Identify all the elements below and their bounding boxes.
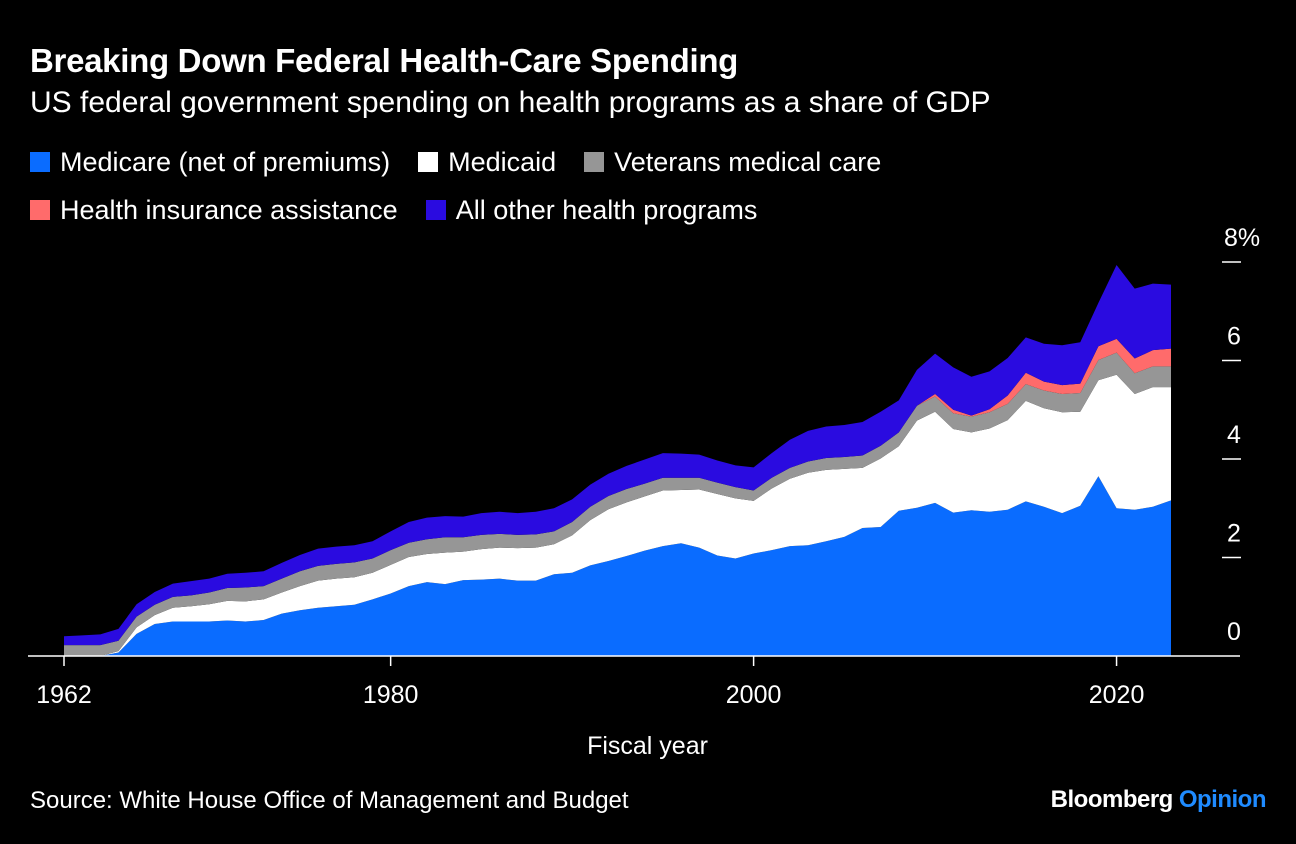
y-tick-label-3: 6: [1227, 323, 1241, 351]
brand-name: Bloomberg: [1050, 786, 1174, 813]
legend-swatch-medicare: [30, 152, 50, 172]
area-series-2: [64, 352, 1171, 656]
legend-swatch-veterans: [584, 152, 605, 172]
x-tick-label-3: 2020: [1089, 681, 1145, 709]
y-tick-label-4: 8%: [1224, 224, 1260, 252]
axes: 1962 1980 2000 2020 0 2 4 6 8%: [28, 224, 1260, 709]
legend-item-veterans: Veterans medical care: [584, 146, 882, 177]
x-axis-title: Fiscal year: [587, 732, 708, 760]
legend-swatch-insurance-assistance: [30, 200, 50, 220]
x-tick-label-0: 1962: [36, 681, 92, 709]
legend-item-insurance-assistance: Health insurance assistance: [30, 194, 398, 225]
legend-swatch-other-health: [425, 200, 446, 220]
legend-label-veterans: Veterans medical care: [614, 146, 882, 177]
area-layers: [64, 264, 1171, 656]
legend-label-medicare: Medicare (net of premiums): [60, 146, 391, 177]
brand-suffix: Opinion: [1178, 786, 1267, 813]
legend-label-medicaid: Medicaid: [448, 146, 557, 177]
area-series-1: [64, 374, 1171, 656]
brand-logo: Bloomberg Opinion: [1050, 786, 1267, 814]
legend-item-medicaid: Medicaid: [418, 146, 557, 177]
x-tick-label-1: 1980: [363, 681, 419, 709]
chart-subtitle: US federal government spending on health…: [30, 86, 991, 119]
chart-title: Breaking Down Federal Health-Care Spendi…: [30, 42, 739, 79]
legend-item-other-health: All other health programs: [425, 194, 758, 225]
y-tick-label-2: 4: [1227, 421, 1241, 449]
legend-label-other-health: All other health programs: [455, 194, 758, 225]
x-tick-label-2: 2000: [726, 681, 782, 709]
legend: Medicare (net of premiums) Medicaid Vete…: [30, 146, 1030, 225]
legend-label-insurance-assistance: Health insurance assistance: [60, 194, 398, 225]
legend-item-medicare: Medicare (net of premiums): [30, 146, 391, 177]
legend-swatch-medicaid: [418, 152, 439, 172]
y-tick-label-0: 0: [1227, 618, 1241, 646]
y-tick-label-1: 2: [1227, 520, 1241, 548]
area-series-0: [64, 476, 1171, 656]
source-note: Source: White House Office of Management…: [30, 787, 629, 814]
area-series-4: [64, 264, 1171, 646]
